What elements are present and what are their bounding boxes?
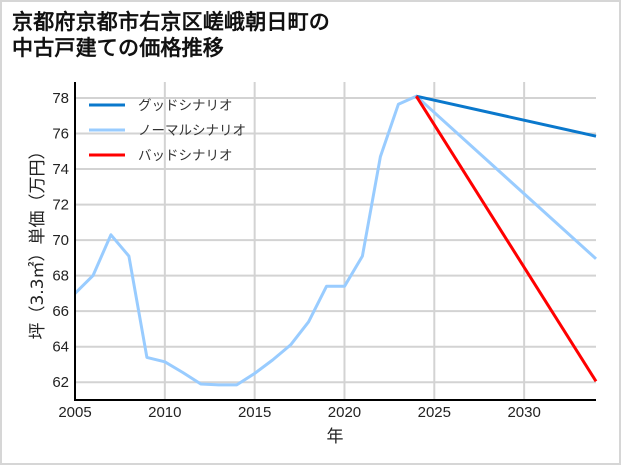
x-axis-label: 年 xyxy=(327,427,344,447)
x-tick-label: 2025 xyxy=(418,404,451,421)
y-tick-label: 68 xyxy=(52,268,69,285)
grid-lines xyxy=(75,82,596,400)
tick-labels: 62 64 66 68 70 72 74 76 78 2005 2010 2015 2020 2025 20… xyxy=(52,90,541,421)
chart-title: 京都府京都市右京区嵯峨朝日町の 中古戸建ての価格推移 xyxy=(12,9,330,61)
x-tick-label: 2005 xyxy=(58,404,91,421)
x-tick-label: 2010 xyxy=(148,404,181,421)
x-tick-label: 2020 xyxy=(328,404,361,421)
y-tick-label: 72 xyxy=(52,197,69,214)
chart-title-line2: 中古戸建ての価格推移 xyxy=(12,36,224,60)
chart-title-line1: 京都府京都市右京区嵯峨朝日町の xyxy=(12,10,330,34)
legend-label: バッドシナリオ xyxy=(138,148,233,164)
series-line xyxy=(415,94,597,138)
x-tick-label: 2015 xyxy=(238,404,271,421)
series-line xyxy=(73,94,598,387)
y-tick-label: 66 xyxy=(52,303,69,320)
x-tick-label: 2030 xyxy=(507,404,540,421)
y-tick-label: 64 xyxy=(52,339,69,356)
y-tick-label: 76 xyxy=(52,126,69,143)
legend-label: グッドシナリオ xyxy=(138,98,233,114)
legend-label: ノーマルシナリオ xyxy=(138,123,246,139)
y-tick-label: 78 xyxy=(52,90,69,107)
y-axis-label: 坪（3.3㎡）単価（万円） xyxy=(28,142,48,339)
axes xyxy=(74,82,596,401)
series-line xyxy=(415,95,598,383)
series-lines xyxy=(73,94,598,387)
y-tick-label: 70 xyxy=(52,232,69,249)
y-tick-label: 74 xyxy=(52,161,69,178)
y-tick-label: 62 xyxy=(52,374,69,391)
